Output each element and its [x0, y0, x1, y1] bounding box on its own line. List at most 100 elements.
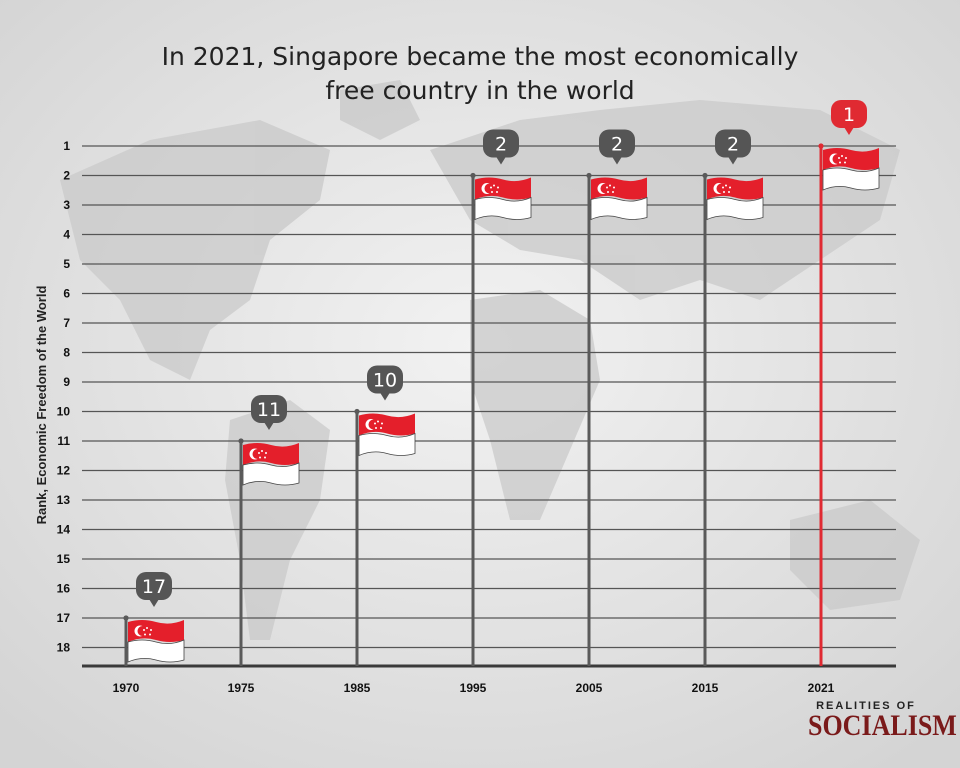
gridlines [82, 145, 896, 668]
flag-star [150, 629, 152, 631]
singapore-flag-icon [822, 148, 880, 191]
data-label: 1 [843, 104, 855, 126]
y-tick-label: 11 [57, 434, 70, 448]
rank-bubble: 11 [251, 395, 287, 430]
bubble-body [599, 129, 635, 158]
flag-star [264, 456, 266, 459]
flag-white-band [590, 196, 648, 221]
y-tick-label: 13 [57, 493, 71, 507]
flag-star [258, 452, 260, 454]
brand-line-2: SOCIALISM [808, 708, 957, 743]
data-label: 2 [495, 134, 507, 156]
rank-bubble: 10 [367, 365, 403, 401]
flag-star [841, 155, 843, 157]
bubble-tail [844, 127, 854, 135]
data-label: 10 [373, 370, 397, 392]
singapore-flag-icon [358, 413, 416, 457]
flag-star [609, 184, 611, 187]
flag-star [723, 191, 725, 193]
bubble-tail [612, 156, 622, 165]
brand-line-1: REALITIES OF [816, 700, 916, 712]
y-tick-label: 1 [63, 139, 70, 153]
y-tick-label: 16 [57, 582, 71, 596]
rank-bubble: 2 [483, 129, 519, 165]
y-tick-label: 6 [63, 287, 70, 301]
flag-red-band [823, 148, 879, 170]
flag-star [375, 427, 377, 429]
y-tick-label: 9 [63, 375, 70, 389]
chart-marks: 17 11 10 2 2 2 1 [123, 100, 880, 666]
flag-marker: 2 [586, 129, 648, 666]
x-tick-label: 2015 [692, 681, 719, 695]
flag-star [261, 450, 263, 452]
y-tick-label: 14 [57, 523, 71, 537]
flag-star [838, 157, 840, 159]
flag-white-band [822, 167, 880, 191]
flag-white-band [242, 462, 300, 486]
flag-star [380, 427, 382, 429]
pole-cap [238, 438, 244, 444]
rank-bubble: 1 [831, 100, 867, 135]
flag-marker: 10 [354, 365, 416, 666]
bubble-body [251, 395, 287, 423]
flag-star [143, 629, 145, 631]
flag-star [149, 633, 151, 636]
y-tick-label: 8 [63, 346, 70, 360]
chart-title: In 2021, Singapore became the most econo… [0, 40, 960, 108]
y-tick-label: 12 [57, 464, 71, 478]
data-label: 2 [611, 134, 623, 156]
y-tick-label: 3 [63, 198, 70, 212]
flag-white-band [474, 196, 532, 221]
flag-white-band [358, 432, 416, 457]
y-axis-label: Rank, Economic Freedom of the World [34, 286, 49, 525]
data-label: 11 [257, 399, 281, 421]
flag-star [259, 456, 261, 459]
bubble-body [367, 365, 403, 394]
bubble-tail [380, 392, 390, 401]
x-tick-label: 1975 [228, 681, 255, 695]
flag-marker: 11 [238, 395, 300, 666]
brand-logo: REALITIES OF SOCIALISM [808, 700, 957, 743]
flag-marker: 17 [123, 572, 185, 666]
flag-red-band [243, 443, 299, 465]
bubble-tail [149, 599, 159, 607]
flag-star [613, 186, 615, 189]
pole-cap [586, 172, 592, 179]
flag-red-band [128, 620, 184, 642]
flag-marker: 2 [702, 129, 764, 666]
y-tick-label: 10 [57, 405, 71, 419]
rank-bubble: 2 [715, 129, 751, 165]
chart-title-line-1: In 2021, Singapore became the most econo… [161, 42, 799, 71]
pole-cap [123, 615, 129, 621]
singapore-flag-icon [706, 177, 764, 221]
x-tick-label: 1995 [460, 681, 487, 695]
flag-red-band [475, 177, 531, 200]
flag-star [493, 184, 495, 187]
y-tick-label: 15 [57, 552, 71, 566]
flag-star [722, 186, 724, 189]
flag-star [146, 627, 148, 629]
bubble-body [136, 572, 172, 600]
bubble-body [831, 100, 867, 128]
y-tick-label: 18 [57, 641, 71, 655]
data-label: 2 [727, 134, 739, 156]
flag-star [381, 422, 383, 425]
y-tick-label: 2 [63, 169, 70, 183]
flag-star [374, 422, 376, 425]
rank-bubble: 17 [136, 572, 172, 607]
x-tick-label: 2021 [808, 681, 835, 695]
flag-star [377, 420, 379, 423]
flag-star [606, 186, 608, 189]
flag-star [490, 186, 492, 189]
flag-star [491, 191, 493, 193]
flag-star [729, 186, 731, 189]
y-tick-label: 17 [57, 611, 71, 625]
singapore-flag-icon [474, 177, 532, 221]
flag-star [496, 191, 498, 193]
x-tick-label: 2005 [576, 681, 603, 695]
bubble-body [483, 129, 519, 158]
x-tick-label: 1970 [113, 681, 140, 695]
rank-bubble: 2 [599, 129, 635, 165]
flag-star [845, 157, 847, 159]
